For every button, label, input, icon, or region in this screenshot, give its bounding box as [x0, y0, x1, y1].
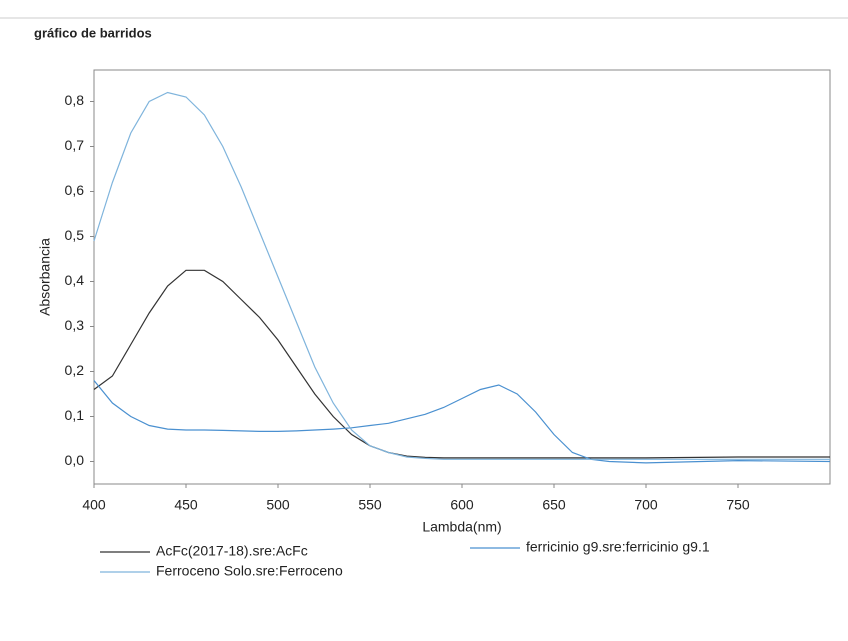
series-line — [93, 380, 831, 464]
y-axis-label: Absorbancia — [37, 238, 53, 316]
x-axis-label: Lambda(nm) — [422, 519, 501, 535]
legend-label: Ferroceno Solo.sre:Ferroceno — [156, 563, 343, 579]
y-tick-label: 0,5 — [65, 227, 85, 243]
y-tick-label: 0,7 — [65, 137, 85, 153]
chart-title: gráfico de barridos — [34, 25, 152, 40]
x-tick-label: 400 — [82, 497, 106, 513]
y-tick-label: 0,3 — [65, 317, 85, 333]
plot-frame — [93, 69, 831, 485]
x-tick-label: 450 — [174, 497, 198, 513]
x-tick-label: 600 — [450, 497, 474, 513]
x-tick-label: 650 — [542, 497, 566, 513]
x-tick-label: 500 — [266, 497, 290, 513]
x-tick-label: 750 — [726, 497, 750, 513]
y-tick-label: 0,0 — [65, 452, 85, 468]
y-tick-label: 0,6 — [65, 182, 85, 198]
x-tick-label: 550 — [358, 497, 382, 513]
legend-label: AcFc(2017-18).sre:AcFc — [156, 543, 308, 559]
series-line — [93, 91, 830, 460]
y-tick-label: 0,2 — [65, 362, 85, 378]
y-tick-label: 0,1 — [65, 407, 85, 423]
y-tick-label: 0,4 — [65, 272, 85, 288]
x-tick-label: 700 — [634, 497, 658, 513]
legend-label: ferricinio g9.sre:ferricinio g9.1 — [526, 539, 710, 555]
y-tick-label: 0,8 — [65, 92, 85, 108]
